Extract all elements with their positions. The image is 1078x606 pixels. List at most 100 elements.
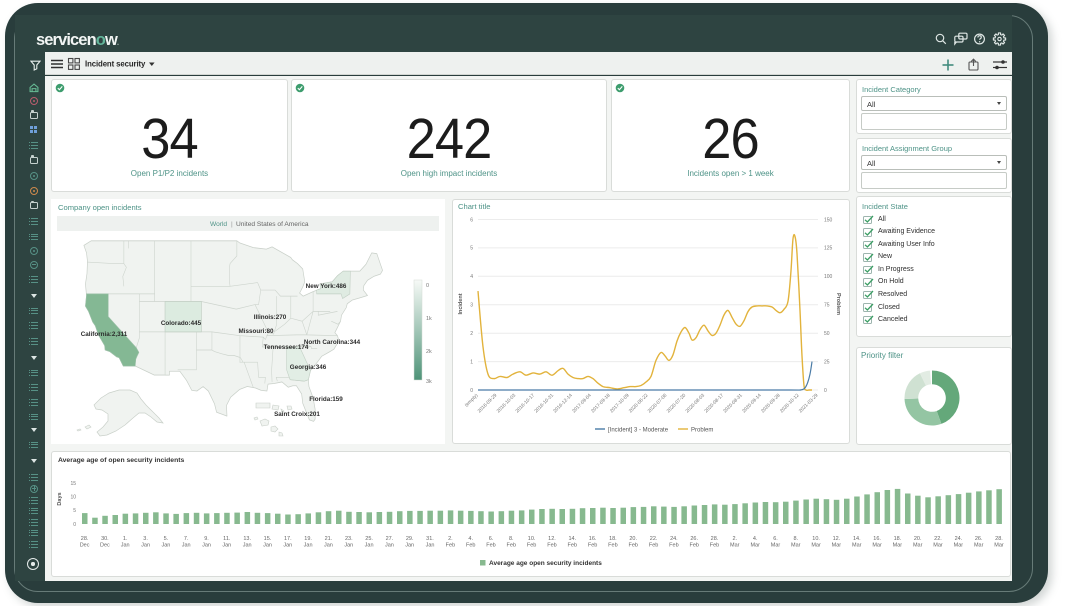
svg-text:75: 75 xyxy=(824,303,830,309)
svg-text:Mar: Mar xyxy=(974,543,984,549)
svg-text:Feb: Feb xyxy=(486,543,495,549)
svg-text:Mar: Mar xyxy=(994,543,1004,549)
svg-text:5.: 5. xyxy=(164,536,169,542)
svg-text:Jan: Jan xyxy=(161,543,170,549)
svg-text:World: World xyxy=(210,221,227,228)
svg-text:2.: 2. xyxy=(733,536,738,542)
svg-text:14.: 14. xyxy=(568,536,576,542)
svg-text:Jan: Jan xyxy=(283,543,292,549)
svg-text:12.: 12. xyxy=(548,536,556,542)
svg-text:15.: 15. xyxy=(264,536,272,542)
svg-text:Florida:159: Florida:159 xyxy=(309,396,343,403)
svg-text:Feb: Feb xyxy=(689,543,698,549)
svg-text:Feb: Feb xyxy=(628,543,637,549)
svg-text:3.: 3. xyxy=(143,536,148,542)
svg-text:16.: 16. xyxy=(873,536,881,542)
svg-text:Average age of open security i: Average age of open security incidents xyxy=(58,457,185,464)
svg-text:United States of America: United States of America xyxy=(236,221,309,228)
svg-text:Mar: Mar xyxy=(933,543,943,549)
svg-text:Mar: Mar xyxy=(872,543,882,549)
svg-text:12.: 12. xyxy=(833,536,841,542)
svg-text:5: 5 xyxy=(73,508,76,514)
svg-text:Feb: Feb xyxy=(588,543,597,549)
svg-text:Feb: Feb xyxy=(466,543,475,549)
svg-text:Mar: Mar xyxy=(811,543,821,549)
svg-text:Feb: Feb xyxy=(507,543,516,549)
svg-text:7.: 7. xyxy=(184,536,189,542)
svg-text:Jan: Jan xyxy=(426,543,435,549)
svg-text:15: 15 xyxy=(70,481,76,487)
svg-text:25.: 25. xyxy=(365,536,373,542)
svg-text:Jan: Jan xyxy=(243,543,252,549)
svg-text:3: 3 xyxy=(470,303,473,309)
svg-text:6.: 6. xyxy=(489,536,494,542)
svg-text:2.: 2. xyxy=(448,536,453,542)
svg-text:21.: 21. xyxy=(325,536,333,542)
svg-text:24.: 24. xyxy=(955,536,963,542)
svg-text:125: 125 xyxy=(824,246,833,252)
svg-text:Jan: Jan xyxy=(121,543,130,549)
svg-text:23.: 23. xyxy=(345,536,353,542)
svg-text:50: 50 xyxy=(824,331,830,337)
svg-text:Feb: Feb xyxy=(710,543,719,549)
svg-text:4.: 4. xyxy=(468,536,473,542)
svg-text:Tennessee:174: Tennessee:174 xyxy=(264,344,309,351)
svg-text:Mar: Mar xyxy=(913,543,923,549)
svg-text:Incident security: Incident security xyxy=(85,60,146,69)
svg-text:Jan: Jan xyxy=(385,543,394,549)
svg-text:Mar: Mar xyxy=(852,543,862,549)
svg-text:6.: 6. xyxy=(773,536,778,542)
svg-text:0: 0 xyxy=(824,388,827,394)
svg-text:North Carolina:344: North Carolina:344 xyxy=(304,339,361,346)
svg-text:Missouri:80: Missouri:80 xyxy=(239,328,274,335)
svg-text:Jan: Jan xyxy=(405,543,414,549)
svg-text:Company open incidents: Company open incidents xyxy=(58,203,142,212)
svg-text:Feb: Feb xyxy=(608,543,617,549)
svg-text:Problem: Problem xyxy=(835,293,841,315)
svg-text:11.: 11. xyxy=(223,536,231,542)
svg-text:18.: 18. xyxy=(894,536,902,542)
svg-text:Days: Days xyxy=(57,492,63,505)
svg-text:1: 1 xyxy=(470,359,473,365)
svg-text:28.: 28. xyxy=(995,536,1003,542)
svg-text:[Incident] 3 - Moderate: [Incident] 3 - Moderate xyxy=(608,427,669,433)
svg-text:Mar: Mar xyxy=(832,543,842,549)
svg-text:Jan: Jan xyxy=(324,543,333,549)
svg-text:2: 2 xyxy=(470,331,473,337)
svg-text:Incident: Incident xyxy=(458,293,464,314)
svg-text:1.: 1. xyxy=(123,536,128,542)
svg-text:10: 10 xyxy=(70,495,76,501)
svg-text:Mar: Mar xyxy=(791,543,801,549)
svg-text:20.: 20. xyxy=(629,536,637,542)
svg-text:24.: 24. xyxy=(670,536,678,542)
svg-text:25: 25 xyxy=(824,359,830,365)
svg-text:18.: 18. xyxy=(609,536,617,542)
svg-text:28.: 28. xyxy=(81,536,89,542)
svg-text:14.: 14. xyxy=(853,536,861,542)
svg-text:8.: 8. xyxy=(509,536,514,542)
svg-text:26.: 26. xyxy=(690,536,698,542)
svg-text:Chart title: Chart title xyxy=(458,202,491,211)
svg-text:16.: 16. xyxy=(589,536,597,542)
svg-text:Jan: Jan xyxy=(141,543,150,549)
svg-text:Average age open security inci: Average age open security incidents xyxy=(489,560,602,567)
svg-text:4.: 4. xyxy=(753,536,758,542)
svg-text:Feb: Feb xyxy=(568,543,577,549)
svg-text:10.: 10. xyxy=(528,536,536,542)
svg-text:Jan: Jan xyxy=(182,543,191,549)
svg-text:0: 0 xyxy=(73,522,76,528)
svg-text:(empty): (empty) xyxy=(464,392,480,408)
svg-text:13.: 13. xyxy=(243,536,251,542)
svg-text:20.: 20. xyxy=(914,536,922,542)
svg-text:5: 5 xyxy=(470,246,473,252)
svg-text:31.: 31. xyxy=(426,536,434,542)
svg-text:Jan: Jan xyxy=(202,543,211,549)
svg-text:22.: 22. xyxy=(650,536,658,542)
svg-text:Jan: Jan xyxy=(304,543,313,549)
svg-text:Illinois:270: Illinois:270 xyxy=(254,314,287,321)
svg-text:Feb: Feb xyxy=(649,543,658,549)
svg-text:Jan: Jan xyxy=(365,543,374,549)
svg-text:6: 6 xyxy=(470,217,473,223)
svg-text:2021-03-29: 2021-03-29 xyxy=(798,392,820,414)
svg-text:Colorado:445: Colorado:445 xyxy=(161,320,202,327)
